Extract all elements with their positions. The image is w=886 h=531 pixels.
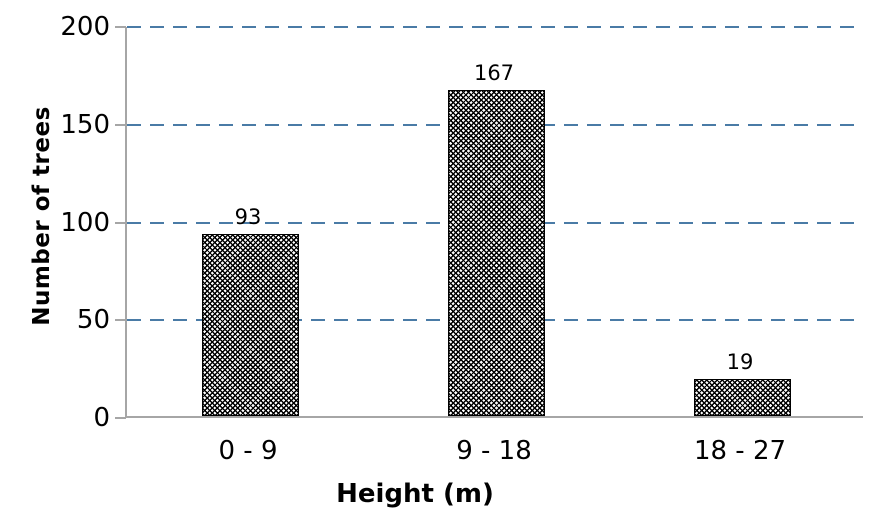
x-axis-title: Height (m) <box>336 479 494 509</box>
y-tick-label-150: 150 <box>60 109 110 140</box>
plot-area <box>125 26 863 418</box>
y-tick-label-0: 0 <box>93 403 110 433</box>
bar-9-18 <box>447 89 545 416</box>
y-tick-label-100: 100 <box>60 207 110 238</box>
y-axis-tick-50 <box>115 319 126 322</box>
x-tick-label-0-9: 0 - 9 <box>218 436 278 466</box>
y-axis-tick-200 <box>115 26 126 28</box>
bar-0-9 <box>201 234 299 416</box>
y-tick-label-50: 50 <box>76 305 110 336</box>
y-axis-tick-100 <box>115 221 126 224</box>
y-axis-tick-0 <box>115 417 126 419</box>
bar-18-27 <box>693 378 791 416</box>
y-axis-tick-150 <box>115 123 126 126</box>
bar-value-label-167: 167 <box>473 60 515 85</box>
bar-value-label-19: 19 <box>726 349 754 374</box>
x-tick-label-18-27: 18 - 27 <box>693 436 787 466</box>
y-tick-label-200: 200 <box>60 12 110 42</box>
x-tick-label-9-18: 9 - 18 <box>456 436 532 466</box>
bar-value-label-93: 93 <box>234 205 262 230</box>
gridline-200 <box>127 26 863 28</box>
